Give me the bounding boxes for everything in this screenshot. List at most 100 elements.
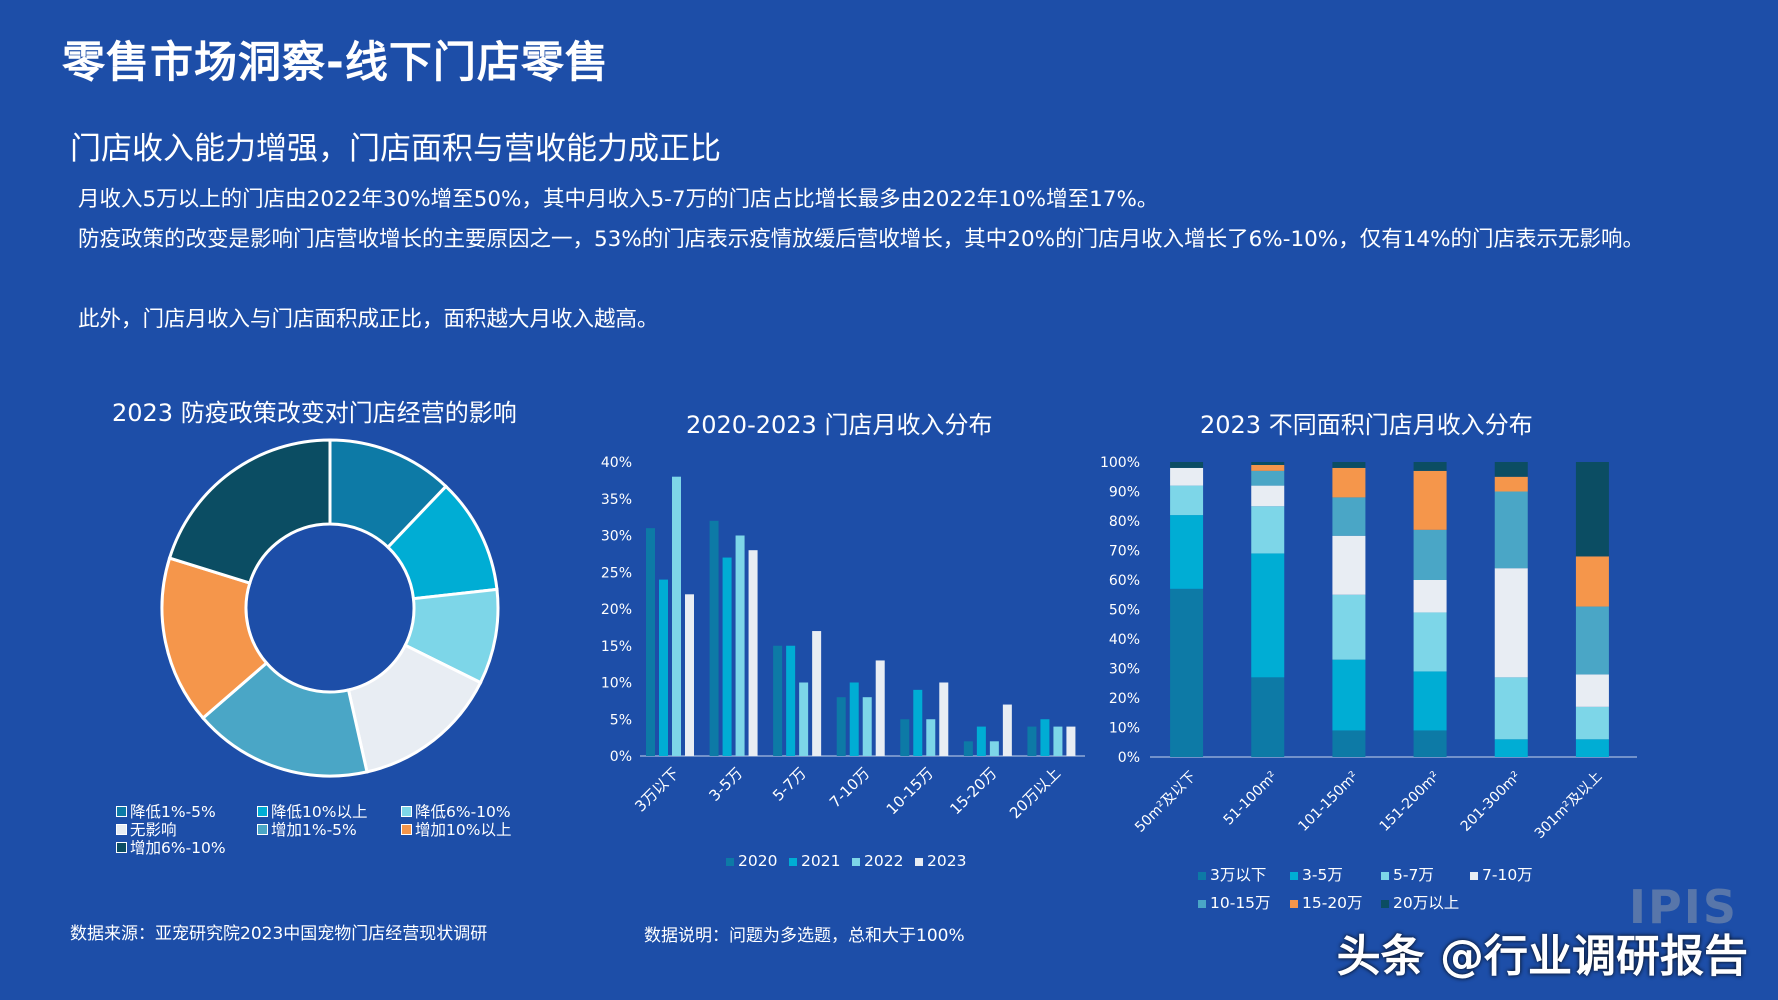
revenue-bar-chart: 0% 5% 10% 15% 20% 25% 30% 35% 40% 3万以下 3-5万 5-7万 7-1… [601,455,1085,822]
legend-label: 10-15万 [1210,894,1271,912]
bar [900,719,910,756]
bar [1027,726,1037,756]
ipis-logo: IPIS [1628,880,1738,934]
stacked-bar-segment [1332,659,1366,731]
donut-chart-title: 2023 防疫政策改变对门店经营的影响 [112,399,517,427]
legend-item: 增加10%以上 [401,821,511,839]
data-source-note: 数据来源：亚宠研究院2023中国宠物门店经营现状调研 [70,924,488,944]
bar [875,660,885,756]
bar [799,682,809,756]
legend-label: 2021 [801,852,841,870]
legend-item: 3-5万 [1290,866,1343,884]
legend-item: 增加6%-10% [116,839,226,857]
y-tick-label: 40% [1109,632,1140,648]
bar [773,645,783,756]
legend-item: 增加1%-5% [257,821,357,839]
legend-label: 增加6%-10% [130,839,226,857]
bar [672,476,681,756]
bar [913,689,923,756]
x-tick-label: 10-15万 [883,764,937,818]
paragraph-1: 月收入5万以上的门店由2022年30%增至50%，其中月收入5-7万的门店占比增… [78,187,1159,212]
legend-swatch [852,858,860,866]
legend-swatch [116,824,127,835]
stacked-bar-segment [1494,677,1528,740]
stacked-bar-segment [1332,730,1366,757]
bar [659,579,668,756]
stacked-bar-segment [1413,462,1447,471]
paragraph-2: 防疫政策的改变是影响门店营收增长的主要原因之一，53%的门店表示疫情放缓后营收增… [78,227,1645,252]
legend-swatch [401,806,412,817]
legend-label: 降低6%-10% [415,803,511,821]
legend-item: 7-10万 [1470,866,1533,884]
bar [1053,726,1063,756]
stacked-chart-title: 2023 不同面积门店月收入分布 [1200,411,1533,439]
bar [1066,726,1076,756]
bar [1002,704,1012,756]
legend-item: 20万以上 [1381,894,1459,912]
page-subtitle: 门店收入能力增强，门店面积与营收能力成正比 [70,131,721,167]
legend-label: 2023 [927,852,967,870]
legend-label: 3-5万 [1302,866,1343,884]
legend-item: 10-15万 [1198,894,1271,912]
legend-label: 降低1%-5% [130,803,216,821]
legend-label: 增加1%-5% [271,821,357,839]
bar [735,535,745,756]
legend-label: 增加10%以上 [415,821,512,839]
stacked-bar-segment [1170,467,1204,486]
bar [1040,719,1050,756]
legend-swatch [1381,900,1389,908]
stacked-bar-segment [1251,462,1285,465]
legend-item: 5-7万 [1381,866,1434,884]
paragraph-3: 此外，门店月收入与门店面积成正比，面积越大月收入越高。 [78,307,659,332]
y-tick-label: 70% [1109,544,1140,560]
stacked-bar-segment [1332,497,1366,536]
bar [926,719,936,756]
legend-label: 20万以上 [1393,894,1460,912]
stacked-bar-segment [1332,462,1366,468]
bar [862,697,872,756]
stacked-bar-segment [1575,706,1609,740]
y-tick-label: 80% [1109,514,1140,530]
stacked-legend: 3万以下 3-5万 5-7万 7-10万 10-15万 15-20万 20万以上 [1198,866,1533,916]
stacked-bar-segment [1494,739,1528,757]
bar [646,528,655,756]
x-tick-label: 20万以上 [1006,764,1064,822]
legend-label: 2020 [738,852,778,870]
legend-swatch [726,858,734,866]
bar [709,520,719,756]
y-tick-label: 15% [601,639,632,655]
y-tick-label: 90% [1109,485,1140,501]
stacked-bar-segment [1413,580,1447,613]
y-tick-label: 20% [1109,691,1140,707]
legend-item: 降低6%-10% [401,803,511,821]
bar [963,741,973,756]
stacked-bar-segment [1413,529,1447,580]
y-tick-label: 10% [601,676,632,692]
legend-item: 降低10%以上 [257,803,367,821]
stacked-bar-segment [1575,556,1609,607]
donut-slice [167,438,332,585]
stacked-bar-segment [1494,568,1528,678]
stacked-bar-segment [1332,467,1366,498]
stacked-bar-segment [1251,470,1285,486]
legend-label: 3万以下 [1210,866,1267,884]
stacked-bar-segment [1170,462,1204,468]
bar [812,631,822,756]
y-tick-label: 0% [1118,750,1140,766]
x-tick-label: 3-5万 [706,764,747,805]
stacked-bar-segment [1170,485,1204,516]
bar [849,682,859,756]
y-tick-label: 30% [601,529,632,545]
stacked-bar-segment [1170,515,1204,589]
y-tick-label: 0% [610,749,632,765]
bar [786,645,796,756]
legend-swatch [1290,900,1298,908]
bar-legend: 2020 2021 2022 2023 [726,852,1026,874]
donut-legend: 降低1%-5% 降低10%以上 降低6%-10% 无影响 增加1%-5% 增加10%以上增… [116,803,536,863]
y-tick-label: 60% [1109,573,1140,589]
legend-item: 2021 [789,852,840,870]
legend-item: 15-20万 [1290,894,1363,912]
donut-chart [160,438,500,778]
y-tick-label: 100% [1100,455,1140,471]
stacked-bar-segment [1413,470,1447,530]
